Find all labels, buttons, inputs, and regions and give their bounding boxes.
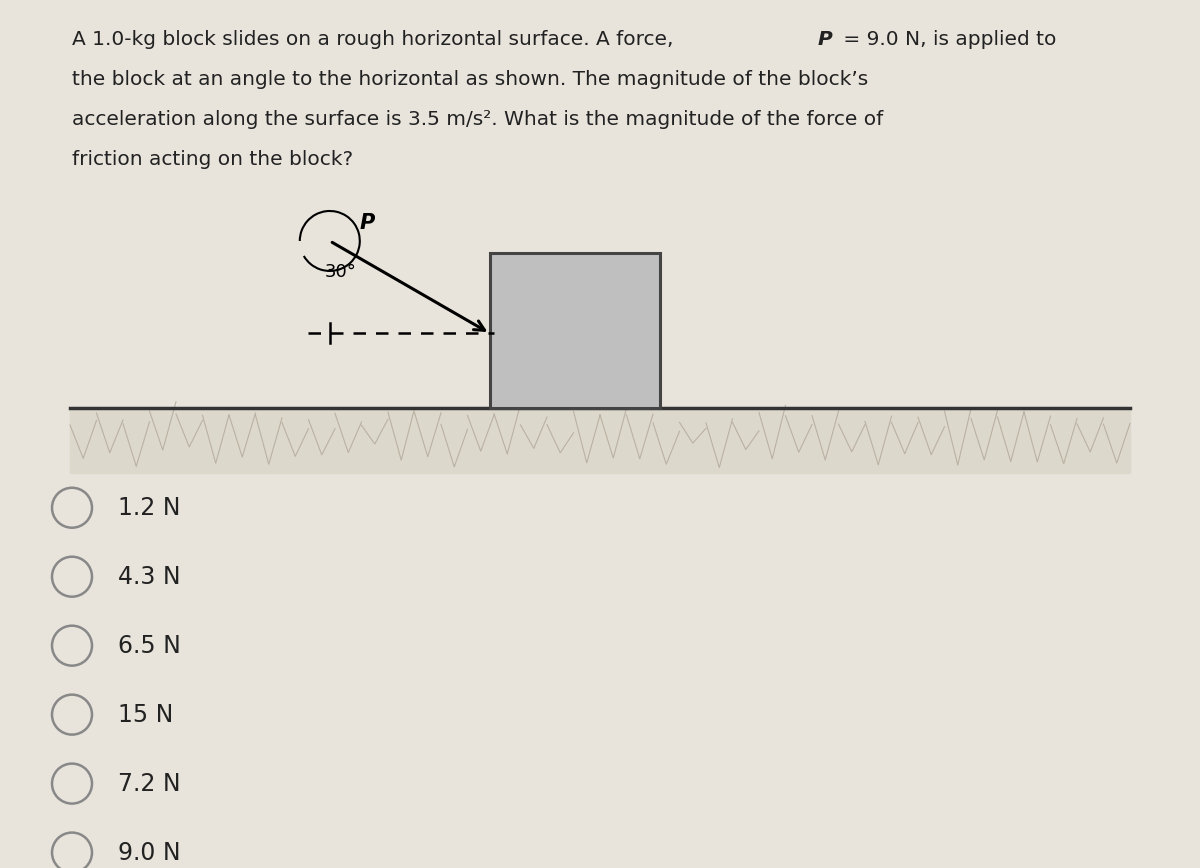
Circle shape [52, 488, 92, 528]
Text: A 1.0-kg block slides on a rough horizontal surface. A force,: A 1.0-kg block slides on a rough horizon… [72, 30, 680, 49]
Text: P: P [818, 30, 833, 49]
Bar [490, 253, 660, 408]
Circle shape [52, 764, 92, 804]
Text: friction acting on the block?: friction acting on the block? [72, 150, 353, 169]
Text: 4.3 N: 4.3 N [118, 565, 181, 589]
Text: 1.2 N: 1.2 N [118, 496, 180, 520]
Circle shape [52, 626, 92, 666]
Circle shape [52, 832, 92, 868]
Circle shape [52, 556, 92, 596]
Text: = 9.0 N, is applied to: = 9.0 N, is applied to [836, 30, 1056, 49]
Circle shape [52, 694, 92, 734]
Text: 9.0 N: 9.0 N [118, 840, 181, 865]
Text: acceleration along the surface is 3.5 m/s². What is the magnitude of the force o: acceleration along the surface is 3.5 m/… [72, 110, 883, 129]
Text: 30°: 30° [325, 263, 356, 281]
Text: 15 N: 15 N [118, 702, 173, 727]
Text: P: P [360, 213, 376, 233]
Text: 6.5 N: 6.5 N [118, 634, 181, 658]
Text: the block at an angle to the horizontal as shown. The magnitude of the block’s: the block at an angle to the horizontal … [72, 70, 869, 89]
Text: 7.2 N: 7.2 N [118, 772, 181, 796]
